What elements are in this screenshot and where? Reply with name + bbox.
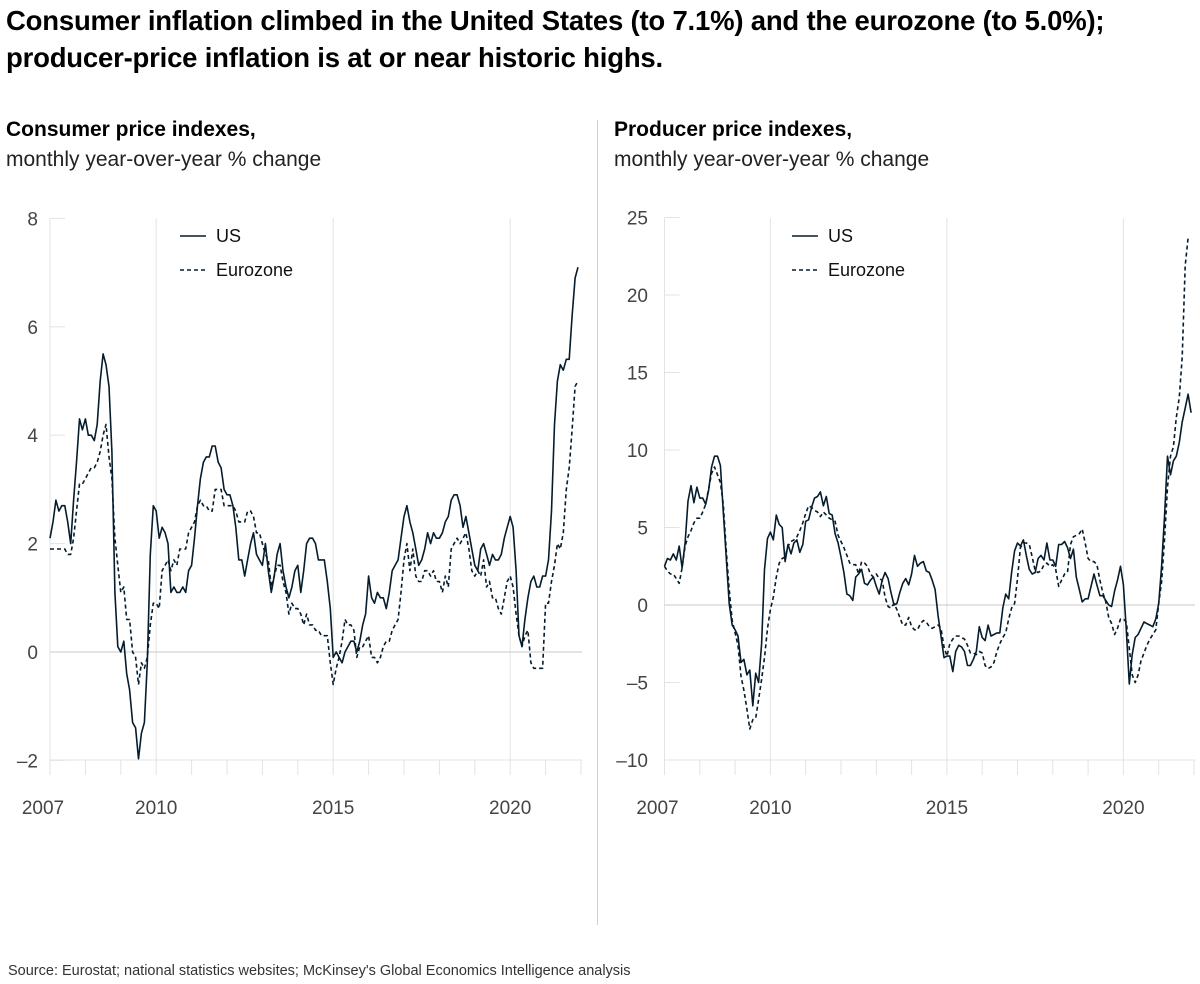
- ppi-chart: 2007 2010 2015 20202520151050–5–10USEurozon…: [616, 209, 1195, 819]
- ppi-x-tick-label: 2010: [749, 798, 791, 819]
- ppi-y-tick-label: 10: [627, 441, 648, 462]
- ppi-y-tick-label: 0: [637, 596, 648, 617]
- cpi-y-tick-label: 4: [27, 426, 38, 447]
- ppi-x-tick-label: 2020: [1102, 798, 1144, 819]
- cpi-x-tick-label: 2020: [489, 798, 531, 819]
- ppi-chart-title: Producer price indexes,: [614, 118, 853, 141]
- cpi-x-tick-label: 2015: [312, 798, 354, 819]
- cpi-series-us: [49, 266, 579, 760]
- cpi-y-tick-label: –2: [17, 751, 38, 772]
- cpi-legend-label-eurozone: Eurozone: [216, 260, 293, 280]
- page-title: Consumer inflation climbed in the United…: [6, 5, 1105, 73]
- ppi-y-tick-label: 25: [627, 209, 648, 230]
- ppi-series-us: [663, 393, 1192, 707]
- cpi-chart-subtitle: monthly year-over-year % change: [6, 148, 322, 171]
- source-note: Source: Eurostat; national statistics we…: [8, 963, 631, 979]
- ppi-series-eurozone: [663, 237, 1189, 730]
- ppi-y-tick-label: 20: [627, 286, 648, 307]
- ppi-legend-label-eurozone: Eurozone: [828, 260, 905, 280]
- cpi-y-tick-label: 6: [27, 318, 38, 339]
- ppi-legend-label-us: US: [828, 226, 853, 246]
- panel-divider: [597, 120, 598, 925]
- cpi-y-tick-label: 8: [27, 209, 38, 230]
- ppi-y-tick-label: 15: [627, 364, 648, 385]
- cpi-chart: 2007 2010 2015 2020 8 6 4 2 0 –2 US Eurozone: [17, 209, 582, 819]
- cpi-legend-label-us: US: [216, 226, 241, 246]
- ppi-x-tick-label: 2015: [926, 798, 968, 819]
- cpi-x-tick-label: 2007: [22, 798, 64, 819]
- cpi-x-tick-label: 2010: [135, 798, 177, 819]
- cpi-chart-title: Consumer price indexes,: [6, 118, 256, 141]
- cpi-y-tick-label: 0: [27, 643, 38, 664]
- ppi-y-tick-label: –5: [627, 674, 648, 695]
- ppi-y-tick-label: –10: [616, 751, 648, 772]
- cpi-y-tick-label: 2: [27, 535, 38, 556]
- ppi-x-tick-label: 2007: [636, 798, 678, 819]
- ppi-chart-subtitle: monthly year-over-year % change: [614, 148, 930, 171]
- ppi-y-tick-label: 5: [637, 519, 648, 540]
- cpi-series-eurozone: [50, 380, 579, 686]
